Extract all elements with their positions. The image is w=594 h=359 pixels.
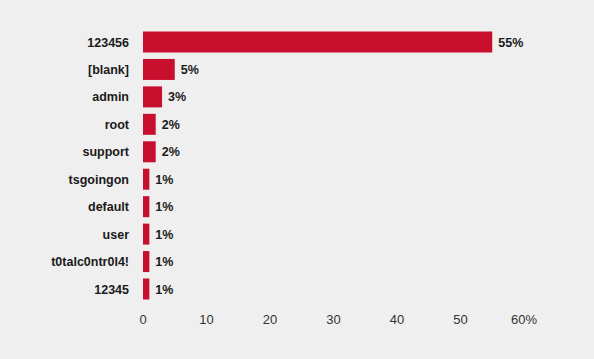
data-label: 2% [162, 145, 180, 159]
category-label: 123456 [87, 36, 129, 50]
bar [143, 196, 149, 217]
bar [143, 59, 175, 80]
bar [143, 141, 156, 162]
background [0, 0, 594, 359]
tick-label: 30 [326, 312, 340, 327]
tick-label: 20 [263, 312, 277, 327]
chart-svg: 123456 55% [blank] 5% admin 3% root 2% support 2%… [0, 0, 594, 359]
tick-label: 40 [390, 312, 404, 327]
bar [143, 86, 162, 107]
category-label: default [88, 200, 130, 214]
category-label: admin [92, 90, 129, 104]
tick-label: 0 [139, 312, 146, 327]
category-label: user [103, 228, 130, 242]
category-label: t0talc0ntr0l4! [51, 255, 129, 269]
data-label: 1% [155, 228, 173, 242]
bar [143, 224, 149, 245]
data-label: 1% [155, 173, 173, 187]
data-label: 1% [155, 200, 173, 214]
chart-root: 123456 55% [blank] 5% admin 3% root 2% support 2%… [0, 0, 594, 359]
bar [143, 32, 492, 53]
data-label: 55% [498, 36, 523, 50]
bar [143, 251, 149, 272]
bar [143, 114, 156, 135]
data-label: 1% [155, 255, 173, 269]
bar [143, 279, 149, 300]
category-label: support [82, 145, 129, 159]
data-label: 1% [155, 283, 173, 297]
category-label: tsgoingon [69, 173, 129, 187]
category-label: 12345 [94, 283, 129, 297]
category-label: root [105, 118, 130, 132]
data-label: 3% [168, 90, 186, 104]
data-label: 2% [162, 118, 180, 132]
bar [143, 169, 149, 190]
tick-label: 60% [511, 312, 537, 327]
x-axis: 0 10 20 30 40 50 60% [139, 312, 537, 327]
tick-label: 50 [453, 312, 467, 327]
bars [143, 32, 492, 300]
tick-label: 10 [199, 312, 213, 327]
category-label: [blank] [88, 63, 129, 77]
data-label: 5% [181, 63, 199, 77]
labels: 123456 55% [blank] 5% admin 3% root 2% support 2%… [51, 36, 523, 297]
